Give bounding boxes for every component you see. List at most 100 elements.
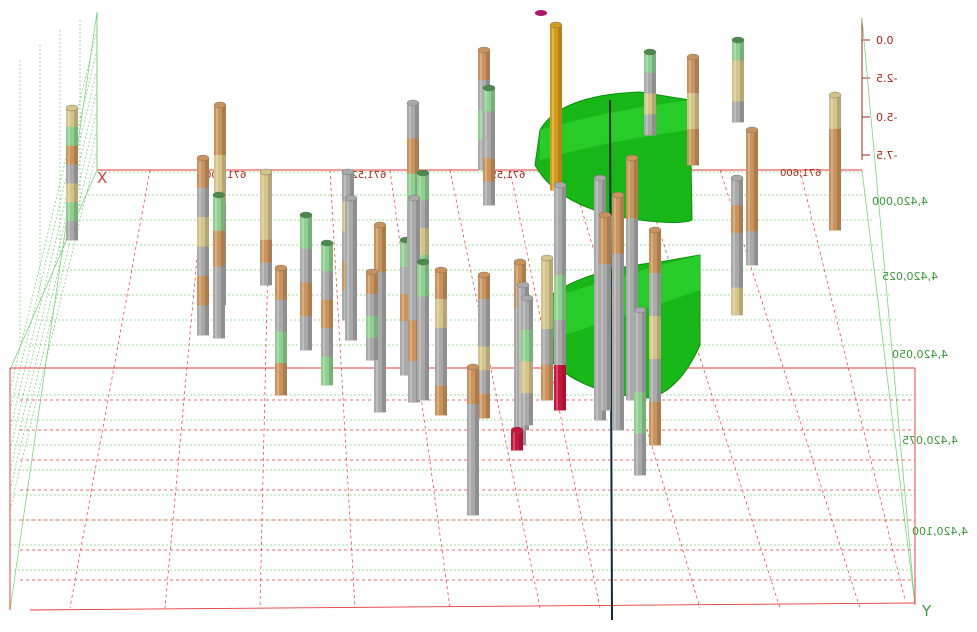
drill-hole[interactable] xyxy=(510,426,524,451)
drill-hole[interactable] xyxy=(65,104,79,241)
drill-hole-collar xyxy=(365,268,379,276)
drill-hole-interval xyxy=(829,128,841,163)
drill-hole-collar xyxy=(466,363,480,371)
drill-hole[interactable] xyxy=(416,258,430,401)
drill-hole-collar xyxy=(65,104,79,112)
drill-hole[interactable] xyxy=(299,211,313,351)
drill-hole-interval xyxy=(634,392,646,435)
drill-hole-interval xyxy=(829,162,841,197)
drill-hole-interval xyxy=(321,356,333,386)
y-axis-ticks: 4,420,000 4,420,025 4,420,050 4,420,075 … xyxy=(872,195,968,538)
drill-hole-interval xyxy=(649,359,661,403)
drill-hole-interval xyxy=(612,253,624,313)
drill-hole-collar xyxy=(520,294,534,302)
drill-hole-interval xyxy=(260,217,272,241)
drill-hole-interval xyxy=(649,273,661,317)
drill-hole-collar xyxy=(406,99,420,107)
drill-hole[interactable] xyxy=(745,126,759,266)
drill-hole[interactable] xyxy=(643,48,657,136)
drill-hole[interactable] xyxy=(212,191,226,339)
drill-hole-collar xyxy=(731,36,745,44)
drill-hole-interval xyxy=(554,230,566,276)
drill-hole[interactable] xyxy=(320,239,334,386)
drill-hole[interactable] xyxy=(365,268,379,361)
drill-hole-interval xyxy=(197,276,209,306)
drill-hole-interval xyxy=(478,370,490,395)
drill-hole[interactable] xyxy=(274,264,288,396)
drill-hole-interval xyxy=(407,138,419,175)
drill-hole-collar xyxy=(516,281,530,289)
drill-hole-interval xyxy=(687,129,699,166)
drill-hole[interactable] xyxy=(598,211,612,411)
drill-hole-collar xyxy=(482,84,496,92)
drill-hole[interactable] xyxy=(482,84,496,206)
drill-hole-interval xyxy=(521,393,533,426)
drill-hole-interval xyxy=(213,230,225,267)
drill-hole-interval xyxy=(66,108,78,128)
drill-hole-interval xyxy=(197,217,209,247)
drill-hole[interactable] xyxy=(549,21,563,191)
drill-hole[interactable] xyxy=(648,226,662,446)
drill-hole[interactable] xyxy=(196,154,210,336)
drill-hole-collar xyxy=(477,271,491,279)
drill-hole-collar xyxy=(730,174,744,182)
drill-hole-interval xyxy=(214,105,226,156)
drill-hole-interval xyxy=(260,172,272,196)
drill-hole[interactable] xyxy=(828,91,842,231)
drill-hole-collar xyxy=(320,239,334,247)
drill-hole-collar xyxy=(416,258,430,266)
drill-hole-collar xyxy=(416,169,430,177)
drill-hole-interval xyxy=(66,126,78,147)
drill-hole[interactable] xyxy=(730,174,744,316)
drill-hole-interval xyxy=(634,310,646,352)
drill-hole-interval xyxy=(260,239,272,263)
drill-hole-interval xyxy=(366,272,378,295)
drill-hole-interval xyxy=(829,95,841,130)
drill-hole-interval xyxy=(634,351,646,393)
drill-hole[interactable] xyxy=(466,363,480,516)
drill-hole-interval xyxy=(374,225,386,273)
drill-hole-interval xyxy=(483,88,495,112)
drill-hole[interactable] xyxy=(344,194,358,341)
drill-hole-interval xyxy=(554,365,566,411)
drill-hole-collar xyxy=(598,211,612,219)
drill-hole-interval xyxy=(478,50,490,81)
drill-hole-collar xyxy=(213,101,227,109)
drill-hole-interval xyxy=(321,328,333,358)
drill-hole[interactable] xyxy=(434,266,448,416)
drill-hole-interval xyxy=(467,404,479,442)
z-tick-label: -7.5 xyxy=(876,149,897,162)
drill-hole-interval xyxy=(511,430,523,441)
drill-hole-collar xyxy=(643,48,657,56)
drill-hole[interactable] xyxy=(731,36,745,123)
drill-hole-interval xyxy=(321,243,333,272)
drill-hole-collar xyxy=(540,254,554,262)
drill-hole-interval xyxy=(275,331,287,364)
drill-hole[interactable] xyxy=(540,254,554,401)
drill-hole-interval xyxy=(478,298,490,324)
drill-hole-collar xyxy=(686,53,700,61)
drill-hole-interval xyxy=(541,293,553,330)
drill-hole-interval xyxy=(345,198,357,246)
drill-hole-interval xyxy=(66,145,78,166)
drill-hole[interactable] xyxy=(520,294,534,426)
y-tick-label: 4,420,100 xyxy=(912,525,968,538)
drill-hole-interval xyxy=(483,134,495,159)
drill-hole[interactable] xyxy=(259,168,273,286)
drill-hole-interval xyxy=(554,275,566,321)
y-tick-label: 4,420,025 xyxy=(882,270,938,283)
drill-hole[interactable] xyxy=(686,53,700,166)
drill-hole-interval xyxy=(732,101,744,123)
drill-hole[interactable] xyxy=(611,191,625,431)
drill-hole-interval xyxy=(731,260,743,289)
drill-hole[interactable] xyxy=(477,271,491,419)
drill-hole[interactable] xyxy=(633,306,647,476)
z-tick-label: -5.0 xyxy=(876,111,897,124)
drill-hole[interactable] xyxy=(553,181,567,411)
z-tick-label: -2.5 xyxy=(876,72,897,85)
drill-hole-interval xyxy=(435,386,447,416)
drill-hole-interval xyxy=(417,365,429,401)
drill-hole-interval xyxy=(550,66,562,108)
drill-hole-interval xyxy=(599,263,611,313)
